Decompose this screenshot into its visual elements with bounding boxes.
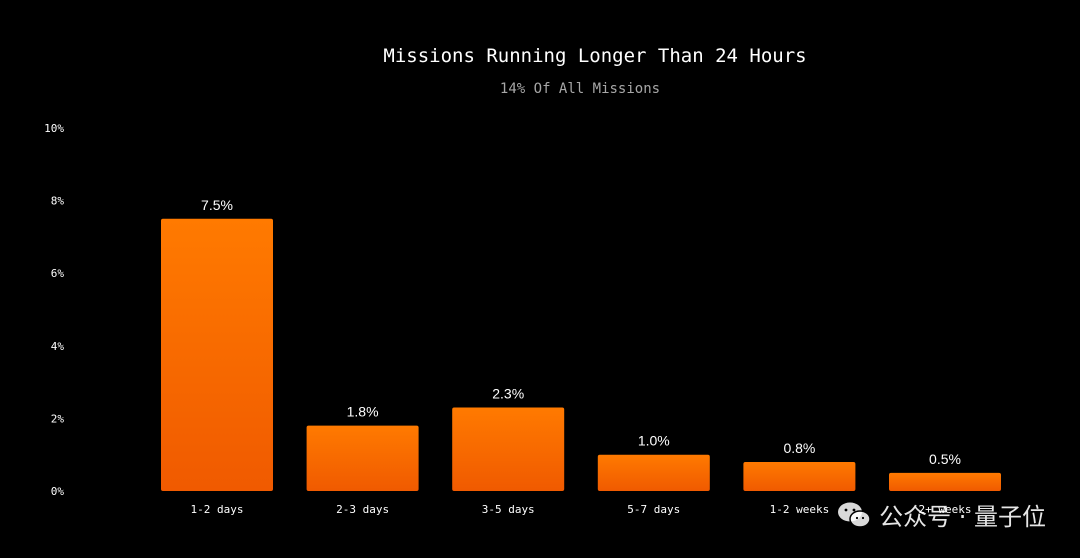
x-tick-label: 1-2 days [191, 503, 244, 516]
bar-3-5-days [452, 407, 565, 491]
x-tick-label: 1-2 weeks [770, 503, 830, 516]
y-tick-label: 8% [51, 195, 65, 208]
bar-1-2-days [161, 218, 273, 491]
y-tick-label: 6% [51, 267, 65, 280]
bar-1-2-weeks [743, 461, 856, 491]
x-tick-label: 5-7 days [627, 503, 680, 516]
watermark: 公众号 · 量子位 [837, 497, 1046, 532]
y-tick-label: 10% [44, 122, 64, 135]
x-tick-label: 2+ weeks [919, 503, 972, 516]
bar-2-weeks [889, 472, 1001, 491]
y-axis: 0% 2% 4% 6% 8% 10% [44, 122, 64, 498]
bar-2-3-days [306, 425, 419, 491]
data-label: 7.5% [201, 197, 233, 213]
data-label: 0.8% [783, 440, 815, 456]
x-tick-label: 2-3 days [336, 503, 389, 516]
data-label: 0.5% [929, 451, 961, 467]
chart-subtitle: 14% Of All Missions [500, 81, 660, 97]
x-tick-label: 3-5 days [482, 503, 535, 516]
bar-series: 7.5% 1.8% 2.3% 1.0% 0.8% 0.5% [161, 197, 1001, 491]
watermark-text: 公众号 · 量子位 [879, 503, 1046, 531]
data-label: 1.8% [347, 404, 379, 420]
y-tick-label: 0% [51, 485, 65, 498]
data-label: 1.0% [638, 433, 670, 449]
wechat-icon [838, 502, 871, 528]
chart-title: Missions Running Longer Than 24 Hours [383, 45, 806, 67]
bar-5-7-days [597, 454, 710, 491]
y-tick-label: 2% [51, 412, 65, 425]
y-tick-label: 4% [51, 340, 65, 353]
data-label: 2.3% [492, 386, 524, 402]
x-axis: 1-2 days 2-3 days 3-5 days 5-7 days 1-2 week… [191, 503, 972, 516]
